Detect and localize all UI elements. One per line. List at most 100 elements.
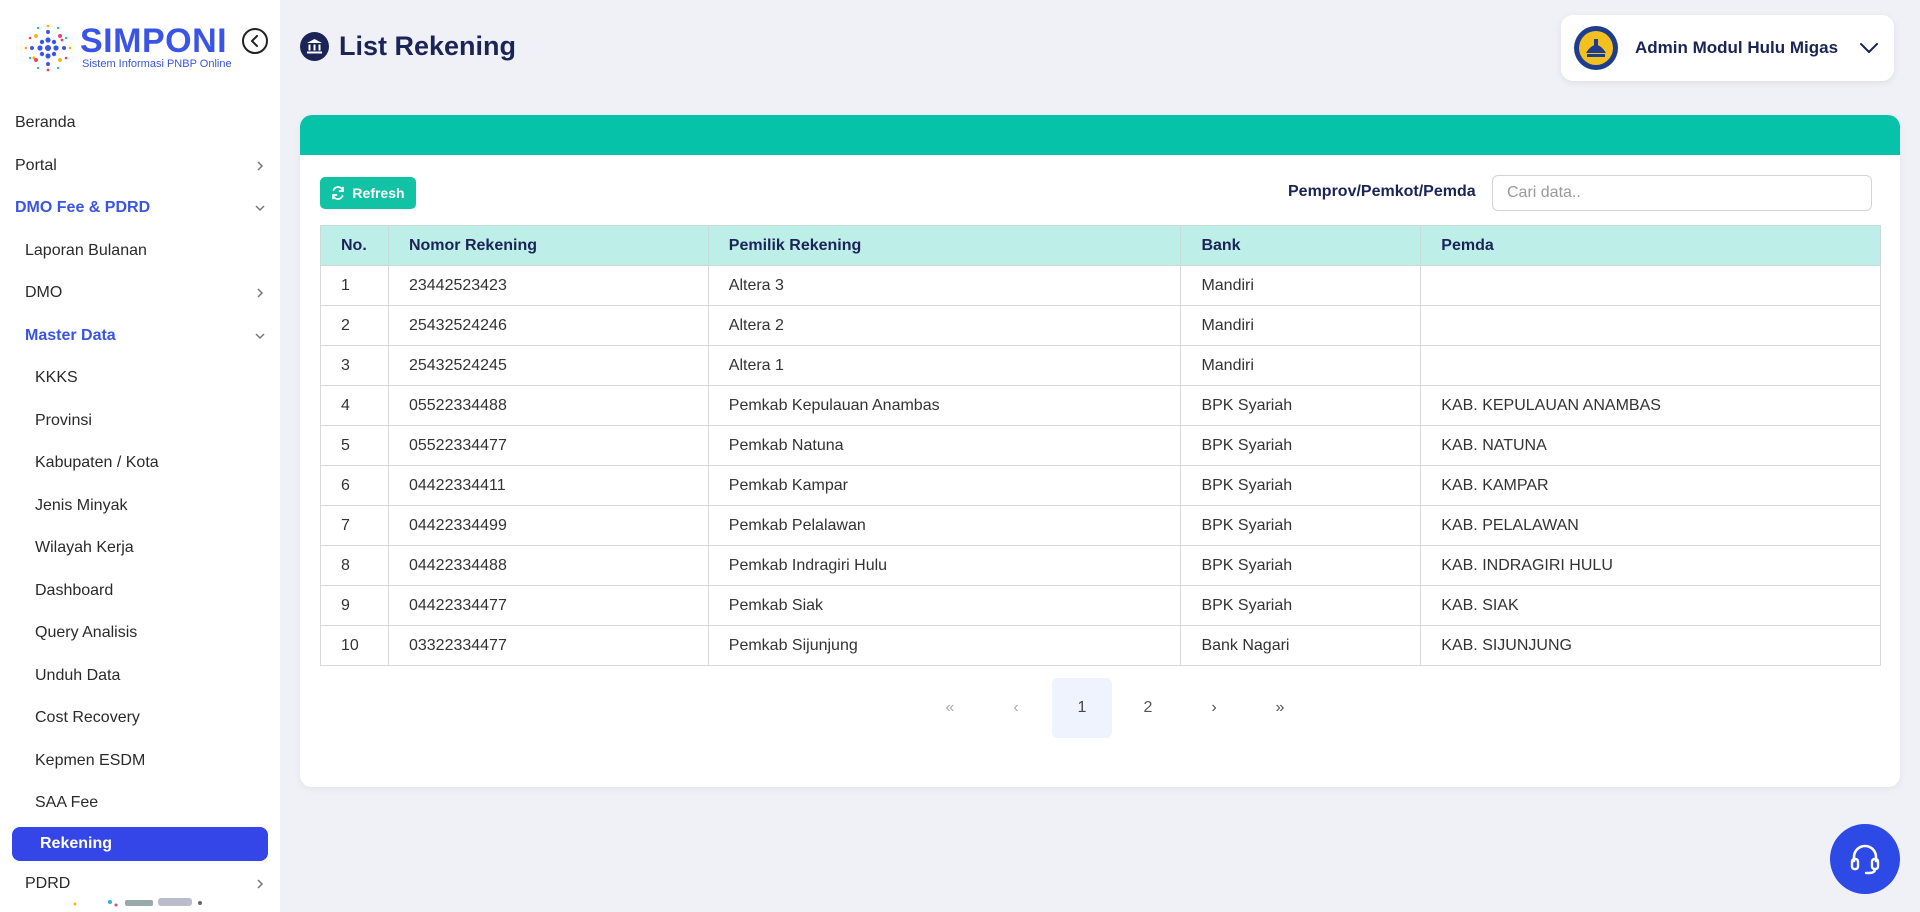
chevron-right-icon [257,161,264,171]
sidebar-item-laporan-bulanan[interactable]: Laporan Bulanan [0,230,280,273]
sidebar-item-label: DMO Fee & PDRD [15,199,151,217]
sidebar-item-kkks[interactable]: KKKS [0,357,280,400]
sidebar-item-portal[interactable]: Portal [0,145,280,188]
cell-pemda [1420,345,1881,386]
refresh-button[interactable]: Refresh [320,177,416,209]
page-button-1[interactable]: 1 [1052,678,1112,738]
sidebar-collapse-button[interactable] [242,28,268,54]
chevron-right-icon [257,879,264,889]
cell-nomor-rekening: 04422334499 [387,505,709,546]
rekening-card: Refresh Pemprov/Pemkot/Pemda No. Nomor R… [300,115,1900,787]
cell-no: 7 [320,505,389,546]
table-row[interactable]: 9 04422334477 Pemkab Siak BPK Syariah KAB. S… [320,585,1881,626]
cell-pemda [1420,265,1881,306]
sidebar-item-dmo-fee-pdrd[interactable]: DMO Fee & PDRD [0,187,280,230]
chevron-down-icon [1860,43,1878,53]
sidebar-item-label: Unduh Data [35,666,121,684]
sidebar-item-label: Wilayah Kerja [35,539,134,557]
sidebar-item-beranda[interactable]: Beranda [0,102,280,145]
cell-nomor-rekening: 25432524245 [387,345,709,386]
table-row[interactable]: 1 23442523423 Altera 3 Mandiri [320,265,1881,306]
cell-pemilik-rekening: Altera 3 [707,265,1182,306]
sidebar-item-pdrd[interactable]: PDRD [0,863,280,906]
search-input[interactable] [1492,175,1872,211]
cell-pemda: KAB. SIAK [1420,585,1881,626]
sidebar: SIMPONI Sistem Informasi PNBP Online Ber… [0,0,280,912]
cell-no: 3 [320,345,389,386]
table-row[interactable]: 7 04422334499 Pemkab Pelalawan BPK Syariah K… [320,505,1881,546]
sidebar-item-provinsi[interactable]: Provinsi [0,400,280,443]
column-header-no[interactable]: No. [320,225,389,266]
page-button-2[interactable]: 2 [1143,699,1153,716]
sidebar-item-dmo[interactable]: DMO [0,272,280,315]
sidebar-item-label: Query Analisis [35,624,138,642]
cell-bank: Mandiri [1180,305,1422,346]
sidebar-item-query-analisis[interactable]: Query Analisis [0,612,280,655]
sidebar-item-label: Provinsi [35,411,92,429]
column-header-pemda[interactable]: Pemda [1420,225,1881,266]
table-row[interactable]: 6 04422334411 Pemkab Kampar BPK Syariah KAB.… [320,465,1881,506]
logo[interactable]: SIMPONI Sistem Informasi PNBP Online [18,18,268,78]
chevron-right-icon [257,288,264,298]
sidebar-item-label: Cost Recovery [35,709,140,727]
first-page-button[interactable]: « [945,699,955,716]
sidebar-item-label: PDRD [25,874,71,892]
sidebar-item-label: Laporan Bulanan [25,241,147,259]
help-button[interactable] [1830,824,1900,894]
sidebar-item-wilayah-kerja[interactable]: Wilayah Kerja [0,527,280,570]
sidebar-item-cost-recovery[interactable]: Cost Recovery [0,697,280,740]
last-page-button[interactable]: » [1275,699,1285,716]
table-header-row: No. Nomor Rekening Pemilik Rekening Bank… [320,225,1881,266]
user-name: Admin Modul Hulu Migas [1635,38,1839,57]
cell-nomor-rekening: 04422334488 [387,545,709,586]
cell-pemilik-rekening: Pemkab Siak [707,585,1182,626]
sidebar-item-unduh-data[interactable]: Unduh Data [0,655,280,698]
cell-pemilik-rekening: Pemkab Natuna [707,425,1182,466]
sidebar-menu: Beranda Portal DMO Fee & PDRD Laporan Bu… [0,102,280,905]
sidebar-item-kabupaten-kota[interactable]: Kabupaten / Kota [0,442,280,485]
user-menu[interactable]: Admin Modul Hulu Migas [1561,15,1894,81]
sidebar-item-label: Dashboard [35,581,114,599]
table-row[interactable]: 2 25432524246 Altera 2 Mandiri [320,305,1881,346]
cell-no: 1 [320,265,389,306]
cell-pemilik-rekening: Pemkab Kampar [707,465,1182,506]
sidebar-item-saa-fee[interactable]: SAA Fee [0,782,280,825]
sidebar-item-dashboard[interactable]: Dashboard [0,570,280,613]
table-row[interactable]: 3 25432524245 Altera 1 Mandiri [320,345,1881,386]
cell-no: 4 [320,385,389,426]
rekening-table: No. Nomor Rekening Pemilik Rekening Bank… [320,225,1881,666]
table-row[interactable]: 8 04422334488 Pemkab Indragiri Hulu BPK Sya… [320,545,1881,586]
simponi-logo-icon [24,24,72,72]
sidebar-item-rekening[interactable]: Rekening [0,825,280,863]
logo-title: SIMPONI [80,22,228,60]
table-row[interactable]: 4 05522334488 Pemkab Kepulauan Anambas BPK … [320,385,1881,426]
sidebar-item-kepmen-esdm[interactable]: Kepmen ESDM [0,740,280,783]
table-row[interactable]: 5 05522334477 Pemkab Natuna BPK Syariah KAB.… [320,425,1881,466]
cell-pemilik-rekening: Pemkab Indragiri Hulu [707,545,1182,586]
sidebar-item-label: Beranda [15,114,76,132]
footer-illustration-icon [73,898,202,907]
cell-pemda: KAB. SIJUNJUNG [1420,625,1881,666]
cell-bank: Bank Nagari [1180,625,1422,666]
cell-pemda: KAB. KAMPAR [1420,465,1881,506]
table-row[interactable]: 10 03322334477 Pemkab Sijunjung Bank Nagari… [320,625,1881,666]
column-header-bank[interactable]: Bank [1180,225,1422,266]
cell-nomor-rekening: 03322334477 [387,625,709,666]
next-page-button[interactable]: › [1211,699,1217,716]
column-header-pemilik-rekening[interactable]: Pemilik Rekening [707,225,1182,266]
sidebar-item-jenis-minyak[interactable]: Jenis Minyak [0,485,280,528]
card-header-band [300,115,1900,155]
sidebar-item-label: SAA Fee [35,794,99,812]
cell-pemilik-rekening: Pemkab Pelalawan [707,505,1182,546]
prev-page-button[interactable]: ‹ [1013,699,1019,716]
logo-subtitle: Sistem Informasi PNBP Online [82,58,232,70]
cell-nomor-rekening: 05522334488 [387,385,709,426]
sidebar-item-master-data[interactable]: Master Data [0,315,280,358]
sidebar-item-label: Master Data [25,326,116,344]
sidebar-item-label: Kabupaten / Kota [35,454,159,472]
refresh-label: Refresh [352,185,405,201]
cell-no: 2 [320,305,389,346]
sidebar-item-label: DMO [25,284,63,302]
column-header-nomor-rekening[interactable]: Nomor Rekening [387,225,709,266]
cell-pemilik-rekening: Pemkab Sijunjung [707,625,1182,666]
